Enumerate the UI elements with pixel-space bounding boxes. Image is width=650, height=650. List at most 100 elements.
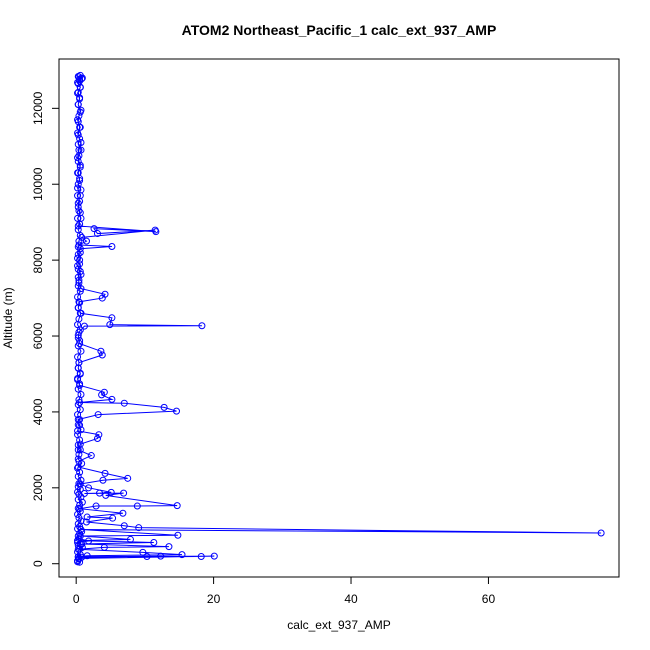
data-point — [74, 427, 82, 435]
data-point — [76, 505, 84, 513]
data-point — [77, 138, 85, 146]
chart-title: ATOM2 Northeast_Pacific_1 calc_ext_937_A… — [182, 22, 497, 38]
data-point — [76, 108, 84, 116]
data-point — [76, 480, 84, 488]
y-tick-label: 8000 — [31, 246, 45, 273]
data-point — [74, 154, 82, 162]
data-point — [77, 214, 85, 222]
data-point — [120, 489, 128, 497]
data-point — [74, 199, 82, 207]
data-point — [76, 381, 84, 389]
data-point — [151, 226, 159, 234]
y-tick-label: 12000 — [31, 91, 45, 125]
data-point — [107, 488, 115, 496]
data-point — [74, 431, 82, 439]
data-point — [94, 411, 102, 419]
x-axis: 0 20 40 60 — [73, 576, 496, 606]
data-point — [83, 513, 91, 521]
data-point — [74, 538, 82, 546]
data-point — [77, 526, 85, 534]
data-point — [109, 514, 117, 522]
x-tick-label: 0 — [73, 592, 80, 606]
data-point — [98, 294, 106, 302]
data-point — [76, 558, 84, 566]
data-point — [100, 543, 108, 551]
data-point — [74, 463, 82, 471]
data-point — [76, 340, 84, 348]
data-point — [75, 146, 83, 154]
data-point — [76, 161, 84, 169]
data-point — [82, 518, 90, 526]
data-point — [74, 101, 82, 109]
data-point — [74, 542, 82, 549]
data-point — [74, 184, 82, 192]
data-point — [80, 322, 88, 330]
y-tick-label: 6000 — [31, 322, 45, 349]
data-point — [76, 370, 84, 378]
data-point — [87, 452, 95, 460]
data-point — [119, 509, 127, 517]
data-point — [106, 321, 114, 329]
data-point — [74, 131, 82, 139]
data-point — [143, 553, 151, 561]
data-point — [150, 538, 158, 546]
data-point — [76, 309, 84, 317]
data-point — [76, 398, 84, 406]
data-point — [78, 543, 86, 551]
data-point — [76, 94, 84, 102]
data-point — [85, 537, 93, 545]
y-tick-label: 4000 — [31, 398, 45, 425]
data-point — [108, 242, 116, 250]
data-point — [93, 434, 101, 442]
data-point — [74, 557, 82, 565]
data-point — [75, 207, 83, 215]
data-point — [74, 472, 82, 480]
plot-area-frame — [58, 58, 620, 578]
data-point — [74, 293, 82, 301]
data-point — [74, 116, 82, 124]
data-point — [77, 347, 85, 355]
data-point — [173, 407, 180, 415]
data-point — [157, 552, 165, 560]
data-point — [77, 146, 85, 154]
data-point — [160, 403, 168, 411]
x-axis-label: calc_ext_937_AMP — [287, 618, 390, 632]
x-tick-label: 60 — [482, 592, 496, 606]
data-point — [96, 489, 104, 497]
data-point — [178, 551, 186, 559]
data-point — [74, 222, 82, 230]
data-point — [74, 464, 82, 472]
data-point — [75, 514, 83, 522]
data-point — [98, 351, 106, 359]
data-point — [108, 395, 116, 403]
y-tick-label: 2000 — [31, 474, 45, 501]
data-point — [120, 399, 128, 407]
data-point — [92, 502, 100, 510]
data-point — [76, 176, 84, 184]
data-point — [99, 476, 107, 484]
data-point — [77, 390, 85, 398]
data-point — [76, 123, 84, 131]
x-tick-label: 20 — [207, 592, 221, 606]
data-point — [80, 490, 88, 498]
data-point — [174, 531, 182, 539]
data-point — [108, 314, 116, 322]
data-point — [76, 192, 84, 200]
y-axis: 0 2000 4000 6000 8000 10000 12000 — [31, 91, 60, 567]
data-point — [74, 446, 82, 454]
data-point — [97, 347, 105, 355]
data-point — [75, 241, 83, 249]
data-point — [74, 214, 82, 222]
data-point — [135, 524, 143, 532]
data-point — [101, 469, 109, 477]
data-point — [74, 262, 82, 270]
data-point — [74, 192, 82, 200]
data-point — [93, 230, 101, 238]
data-point — [74, 525, 82, 533]
data-point — [173, 502, 181, 510]
data-point — [120, 522, 128, 530]
data-point — [82, 237, 90, 245]
data-point — [126, 535, 134, 543]
data-point — [139, 548, 147, 556]
